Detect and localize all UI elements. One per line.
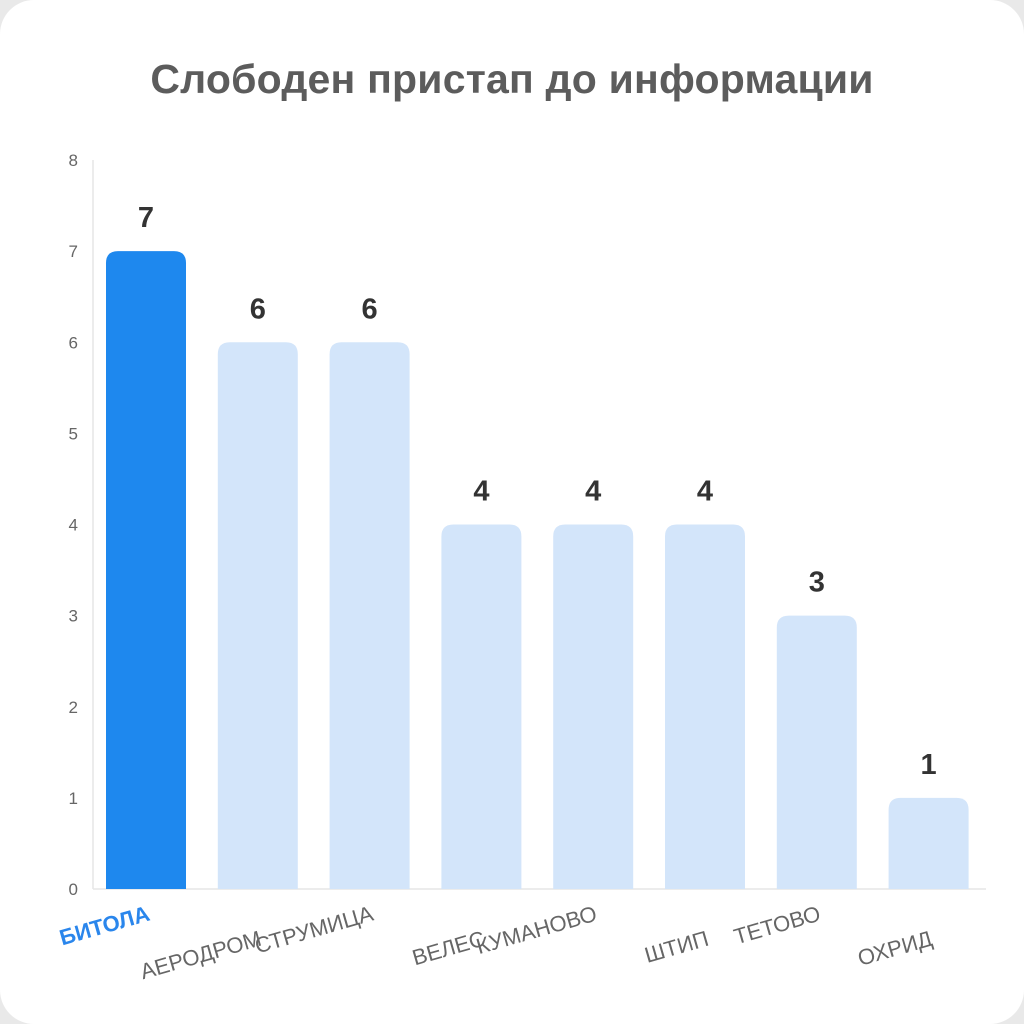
y-tick-label: 6 (69, 333, 78, 352)
y-tick-label: 3 (69, 607, 78, 626)
y-tick-label: 7 (69, 242, 78, 261)
bar (665, 524, 745, 889)
bar (217, 342, 298, 889)
y-tick-label: 1 (69, 789, 78, 808)
x-tick-label: ШТИП (642, 926, 712, 968)
x-tick-label: СТРУМИЦА (252, 901, 376, 959)
bar-value-label: 4 (585, 476, 601, 508)
x-tick-label: КУМАНОВО (473, 901, 599, 959)
y-tick-label: 2 (69, 698, 78, 717)
bar (441, 524, 522, 889)
y-tick-label: 8 (69, 151, 78, 170)
bar (329, 342, 410, 889)
bar (553, 524, 634, 889)
bar-value-label: 4 (473, 476, 489, 508)
y-tick-label: 0 (69, 880, 78, 899)
x-tick-label: АЕРОДРОМ (137, 926, 264, 984)
x-tick-label: ТЕТОВО (731, 901, 823, 949)
bar-value-label: 1 (921, 749, 937, 781)
y-tick-label: 4 (69, 516, 78, 535)
bar (106, 251, 186, 889)
y-tick-label: 5 (69, 424, 78, 443)
bar-value-label: 3 (809, 567, 825, 599)
chart-title: Слободен пристап до информации (150, 56, 874, 102)
x-tick-label: ВЕЛЕС (409, 926, 487, 971)
bar (776, 615, 857, 889)
x-tick-label: ОХРИД (855, 926, 935, 971)
x-tick-label: БИТОЛА (57, 901, 153, 951)
bar (888, 797, 969, 889)
bar-value-label: 6 (362, 293, 378, 325)
bar-value-label: 7 (138, 202, 154, 234)
bar-value-label: 6 (250, 293, 266, 325)
bar-value-label: 4 (697, 476, 713, 508)
